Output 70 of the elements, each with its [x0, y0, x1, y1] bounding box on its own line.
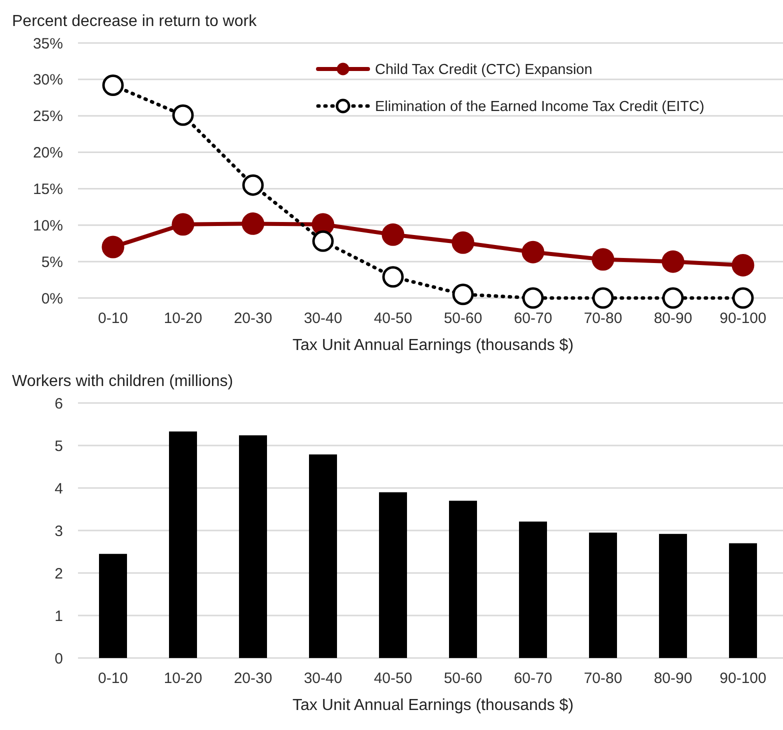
point [592, 287, 614, 309]
point [102, 236, 124, 258]
point [592, 248, 614, 271]
x-tick-label: 10-20 [164, 670, 202, 687]
point [452, 284, 474, 306]
x-tick-label: 60-70 [514, 310, 552, 327]
x-tick-label: 80-90 [654, 670, 692, 687]
point [242, 174, 264, 196]
x-tick-label: 70-80 [584, 310, 622, 327]
y-tick-label: 10% [32, 217, 63, 234]
y-axis-title: Percent decrease in return to work [12, 13, 258, 30]
y-tick-label: 3 [54, 522, 63, 540]
point [172, 104, 194, 126]
bar [729, 543, 757, 658]
bar [309, 454, 337, 658]
point [312, 230, 334, 252]
legend-label: Child Tax Credit (CTC) Expansion [375, 62, 592, 78]
bar [659, 534, 687, 658]
point [452, 231, 474, 254]
x-tick-label: 60-70 [514, 670, 552, 687]
x-tick-label: 10-20 [164, 310, 202, 327]
bar [449, 500, 477, 658]
point [382, 223, 404, 246]
y-tick-label: 5 [54, 438, 63, 455]
point [172, 213, 194, 236]
point [522, 240, 544, 264]
x-tick-label: 90-100 [720, 670, 766, 687]
point [522, 287, 544, 309]
point [662, 287, 684, 309]
y-tick-label: 6 [54, 395, 63, 412]
y-tick-label: 4 [54, 480, 63, 498]
y-tick-label: 25% [32, 108, 63, 126]
x-tick-label: 0-10 [98, 310, 128, 327]
point [662, 250, 684, 273]
x-tick-label: 50-60 [444, 670, 482, 687]
x-tick-label: 70-80 [584, 670, 622, 687]
point [732, 254, 754, 276]
y-tick-label: 15% [32, 180, 63, 198]
x-tick-label: 40-50 [374, 670, 412, 687]
x-tick-label: 0-10 [98, 670, 128, 687]
x-tick-label: 40-50 [374, 310, 412, 327]
y-tick-label: 2 [54, 565, 63, 582]
y-tick-label: 30% [32, 72, 63, 89]
y-tick-label: 0 [54, 650, 63, 668]
x-tick-label: 80-90 [654, 310, 692, 327]
y-tick-label: 5% [41, 254, 63, 271]
x-axis-title: Tax Unit Annual Earnings (thousands $) [292, 697, 574, 714]
x-tick-label: 30-40 [304, 670, 342, 687]
y-tick-label: 20% [32, 144, 63, 162]
bar [379, 492, 407, 658]
point [242, 212, 264, 235]
legend-label: Elimination of the Earned Income Tax Credit (EITC) [375, 99, 704, 116]
bar [519, 522, 547, 658]
y-axis-title: Workers with children (millions) [12, 373, 234, 390]
bar [99, 554, 127, 658]
bar [169, 431, 197, 658]
y-tick-label: 35% [32, 35, 63, 52]
bar [239, 435, 267, 658]
point [732, 287, 754, 309]
point [382, 266, 404, 288]
x-tick-label: 20-30 [234, 310, 272, 327]
x-axis-title: Tax Unit Annual Earnings (thousands $) [292, 337, 574, 354]
x-tick-label: 90-100 [720, 310, 766, 327]
x-tick-label: 20-30 [234, 670, 272, 687]
point [102, 74, 124, 96]
y-tick-label: 0% [41, 290, 63, 308]
x-tick-label: 50-60 [444, 310, 482, 327]
x-tick-label: 30-40 [304, 310, 342, 327]
bar [589, 532, 617, 658]
y-tick-label: 1 [54, 608, 63, 625]
